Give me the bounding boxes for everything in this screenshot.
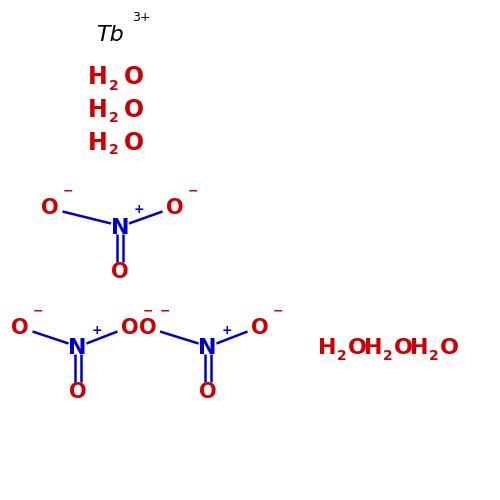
Text: N: N — [198, 338, 217, 357]
Text: O: O — [124, 98, 144, 122]
Text: O: O — [440, 338, 458, 357]
Text: H: H — [88, 130, 108, 154]
Text: Tb: Tb — [96, 25, 124, 45]
Text: 2: 2 — [428, 348, 438, 362]
Text: O: O — [138, 318, 156, 338]
Text: −: − — [62, 184, 73, 198]
Text: −: − — [32, 304, 43, 318]
Text: +: + — [222, 324, 232, 336]
Text: H: H — [88, 98, 108, 122]
Text: −: − — [142, 304, 153, 318]
Text: 2: 2 — [109, 144, 119, 158]
Text: O: O — [251, 318, 269, 338]
Text: −: − — [160, 304, 170, 318]
Text: O: O — [394, 338, 412, 357]
Text: +: + — [92, 324, 102, 336]
Text: 2: 2 — [382, 348, 392, 362]
Text: O: O — [124, 66, 144, 90]
Text: O: O — [348, 338, 366, 357]
Text: H: H — [410, 338, 428, 357]
Text: 2: 2 — [109, 78, 119, 92]
Text: 2: 2 — [109, 111, 119, 125]
Text: O: O — [111, 262, 129, 282]
Text: 2: 2 — [336, 348, 346, 362]
Text: O: O — [41, 198, 59, 218]
Text: −: − — [188, 184, 198, 198]
Text: −: − — [272, 304, 283, 318]
Text: +: + — [134, 204, 144, 216]
Text: H: H — [88, 66, 108, 90]
Text: O: O — [11, 318, 29, 338]
Text: H: H — [318, 338, 336, 357]
Text: O: O — [124, 130, 144, 154]
Text: N: N — [111, 218, 129, 238]
Text: 3+: 3+ — [132, 11, 151, 24]
Text: H: H — [364, 338, 382, 357]
Text: O: O — [198, 382, 216, 402]
Text: O: O — [121, 318, 139, 338]
Text: N: N — [68, 338, 87, 357]
Text: O: O — [68, 382, 86, 402]
Text: O: O — [166, 198, 184, 218]
